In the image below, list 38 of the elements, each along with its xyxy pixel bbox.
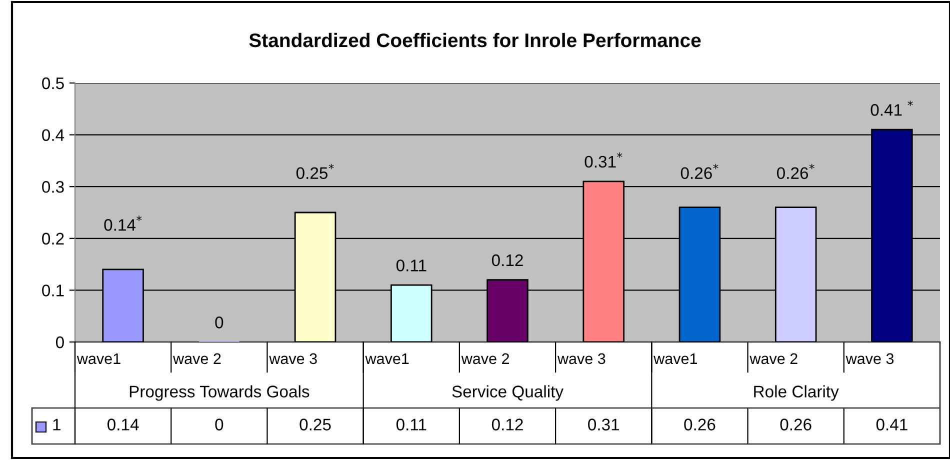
x-tick-label: wave 2 (750, 353, 798, 364)
x-tick-label: wave 2 (173, 353, 221, 364)
text: 0.26 (780, 418, 812, 430)
data-label: 0 (215, 316, 224, 328)
text: Progress Towards Goals (130, 385, 310, 401)
x-tick-label: wave 2 (461, 353, 510, 364)
y-tick-label: 0.1 (42, 284, 64, 296)
text: 0.25 (300, 418, 331, 430)
data-label: 0.41 $^{*}$ (870, 100, 913, 116)
text: 0.26 (684, 418, 716, 430)
text: 0.41 (876, 418, 908, 430)
text: 0 (215, 418, 224, 430)
data-label: 0.14$^{*}$ (104, 216, 142, 231)
legend-label: 1 (53, 418, 60, 430)
x-tick-label: wave 3 (846, 353, 894, 364)
data-label: 0.25$^{*}$ (296, 164, 334, 180)
y-tick-label: 0.3 (42, 181, 64, 193)
text: 0.31 (588, 418, 620, 430)
y-tick-label: 0.5 (42, 77, 64, 90)
data-label: 0.26$^{*}$ (776, 164, 814, 180)
chart-title: Standardized Coefficients for Inrole Performance (249, 32, 701, 48)
data-label: 0.12 (492, 254, 523, 266)
y-tick-label: 0 (56, 336, 64, 348)
y-tick-label: 0.4 (42, 129, 64, 142)
text: Role Clarity (754, 385, 839, 401)
text: 0.12 (492, 418, 523, 430)
y-tick-label: 0.2 (42, 232, 64, 245)
x-tick-label: wave1 (654, 353, 698, 364)
x-tick-label: wave 3 (269, 353, 317, 364)
x-tick-label: wave 3 (557, 353, 606, 364)
x-tick-label: wave1 (365, 353, 409, 364)
text: Service Quality (452, 385, 564, 401)
text: 0.14 (107, 418, 139, 430)
data-label: 0.31$^{*}$ (584, 152, 622, 168)
data-label: 0.26$^{*}$ (680, 164, 718, 180)
text: 0.11 (396, 418, 426, 430)
data-label: 0.11 (396, 260, 426, 272)
x-tick-label: wave1 (76, 353, 120, 364)
